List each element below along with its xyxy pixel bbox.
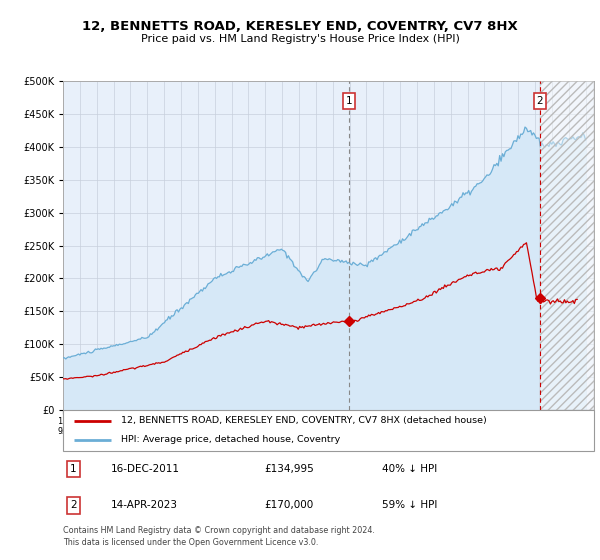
Text: 12, BENNETTS ROAD, KERESLEY END, COVENTRY, CV7 8HX: 12, BENNETTS ROAD, KERESLEY END, COVENTR…: [82, 20, 518, 32]
Text: Price paid vs. HM Land Registry's House Price Index (HPI): Price paid vs. HM Land Registry's House …: [140, 34, 460, 44]
Text: £134,995: £134,995: [265, 464, 314, 474]
Text: 16-DEC-2011: 16-DEC-2011: [111, 464, 180, 474]
Text: 2: 2: [536, 96, 543, 106]
Text: 1: 1: [70, 464, 77, 474]
Text: 14-APR-2023: 14-APR-2023: [111, 501, 178, 510]
Text: Contains HM Land Registry data © Crown copyright and database right 2024.
This d: Contains HM Land Registry data © Crown c…: [63, 526, 375, 547]
Text: 1: 1: [346, 96, 352, 106]
Text: 40% ↓ HPI: 40% ↓ HPI: [382, 464, 437, 474]
Text: 12, BENNETTS ROAD, KERESLEY END, COVENTRY, CV7 8HX (detached house): 12, BENNETTS ROAD, KERESLEY END, COVENTR…: [121, 417, 487, 426]
FancyBboxPatch shape: [63, 410, 594, 451]
Text: £170,000: £170,000: [265, 501, 314, 510]
Text: 2: 2: [70, 501, 77, 510]
Text: HPI: Average price, detached house, Coventry: HPI: Average price, detached house, Cove…: [121, 435, 341, 444]
Text: 59% ↓ HPI: 59% ↓ HPI: [382, 501, 437, 510]
